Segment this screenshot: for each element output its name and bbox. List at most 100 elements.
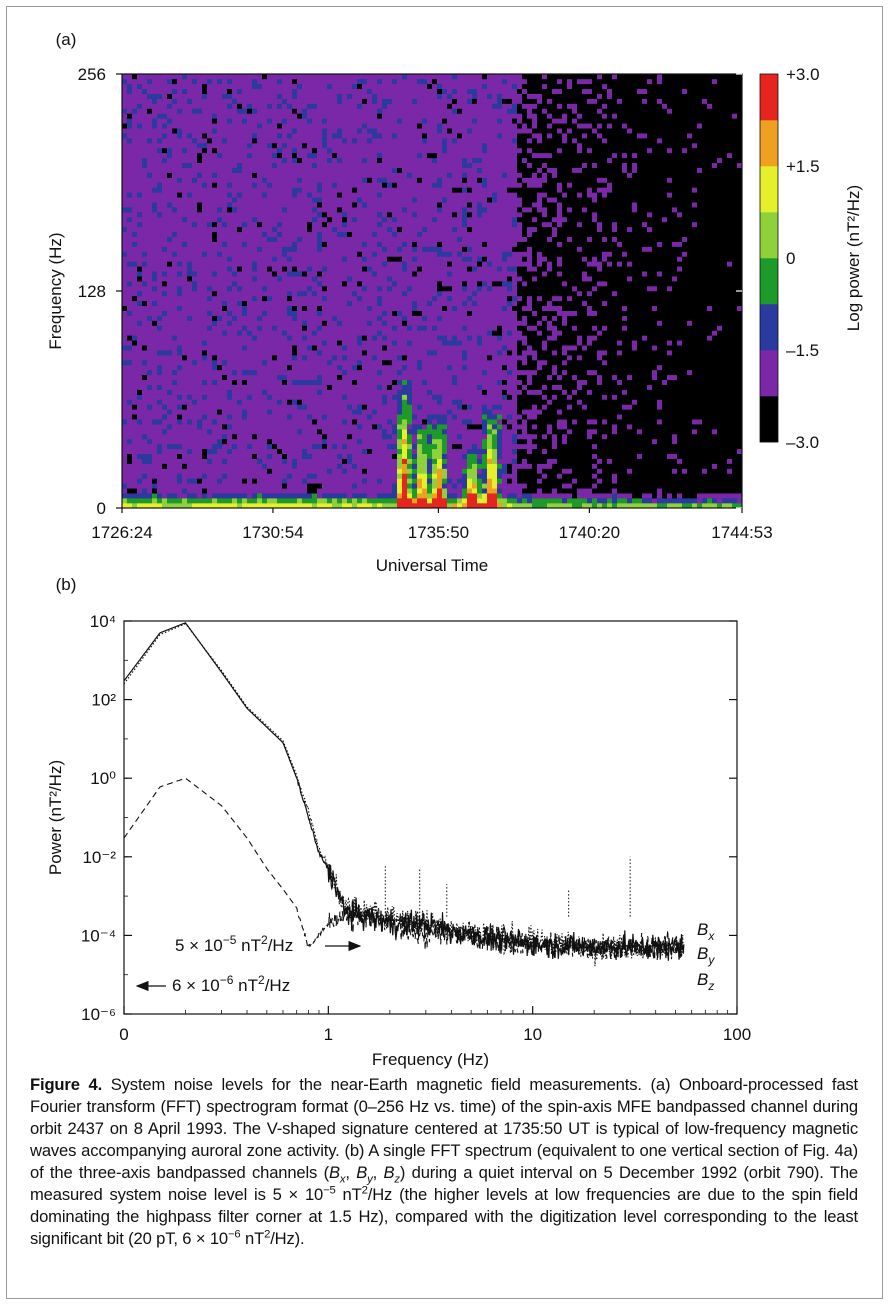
spectrogram-cell [167,241,173,247]
spectrogram-cell [237,93,243,99]
spectrogram-cell [127,172,133,178]
spectrogram-cell [322,246,328,252]
spectrogram-cell [247,458,253,464]
spectrogram-cell [387,123,393,129]
spectrogram-cell [272,409,278,415]
spectrogram-cell [262,103,268,109]
spectrogram-cell [222,88,228,94]
spectrogram-cell [292,404,298,410]
spectrogram-cell [352,384,358,390]
spectrogram-cell [292,147,298,154]
spectrogram-cell [357,221,363,228]
spectrogram-cell [342,468,348,474]
spectrogram-cell [232,202,238,208]
spectrogram-cell [387,231,393,237]
spectrogram-cell [202,300,208,307]
spectrogram-cell [352,503,358,509]
spectrogram-cell [367,276,373,282]
spectrogram-cell [327,394,333,400]
spectrogram-cell [382,429,388,435]
spectrogram-cell [177,152,183,159]
spectrogram-cell [127,340,133,346]
spectrogram-cell [287,350,293,356]
spectrogram-cell [337,360,343,366]
spectrogram-cell [382,138,388,144]
spectrogram-cell [232,355,238,361]
spectrogram-cell [247,231,253,237]
spectrogram-cell [162,187,168,193]
spectrogram-cell [237,108,243,114]
spectrogram-cell [327,424,333,430]
spectrogram-cell [377,345,383,351]
spectrogram-cell [177,443,183,450]
spectrogram-cell [332,404,338,410]
spectrogram-cell [307,123,313,129]
spectrogram-cell [292,271,298,277]
spectrogram-cell [367,78,373,85]
spectrogram-cell [147,147,153,154]
spectrogram-cell [227,335,233,341]
spectrogram-cell [307,488,313,494]
spectrogram-cell [182,335,188,341]
spectrogram-cell [232,113,238,119]
spectrogram-cell [127,128,133,134]
spectrogram-cell [357,172,363,178]
spectrogram-cell [227,438,233,445]
spectrogram-cell [297,177,303,183]
spectrogram-cell [367,172,373,178]
spectrogram-cell [207,236,213,242]
spectrogram-cell [382,172,388,178]
spectrogram-cell [157,394,163,400]
spectrogram-cell [237,128,243,134]
spectrogram-cell [297,355,303,361]
spectrogram-cell [367,246,373,252]
spectrogram-cell [152,143,158,149]
spectrogram-cell [247,202,253,208]
spectrogram-cell [292,291,298,297]
spectrogram-cell [317,453,323,459]
spectrogram-cell [242,147,248,154]
spectrogram-cell [387,172,393,178]
spectrogram-cell [237,226,243,233]
spectrogram-cell [287,360,293,366]
spectrogram-cell [352,152,358,159]
spectrogram-cell [137,256,143,262]
spectrogram-cell [177,429,183,435]
spectrogram-cell [157,202,163,208]
spectrogram-cell [197,98,203,104]
spectrogram-cell [162,429,168,435]
spectrogram-cell [127,364,133,371]
spectrogram-cell [387,488,393,494]
spectrogram-cell [392,335,398,341]
spectrogram-cell [232,399,238,405]
spectrogram-cell [357,374,363,381]
spectrogram-cell [247,133,253,139]
spectrogram-cell [127,177,133,183]
spectrogram-cell [397,83,403,90]
spectrogram-cell [362,429,368,435]
spectrogram-cell [237,335,243,341]
spectrogram-cell [342,310,348,316]
spectrogram-cell [157,503,163,509]
spectrogram-cell [392,197,398,203]
spectrogram-cell [242,300,248,307]
spectrogram-cell [212,503,218,509]
spectrogram-cell [352,350,358,356]
spectrogram-cell [147,256,153,262]
spectrogram-cell [362,281,368,287]
spectrogram-cell [207,374,213,381]
spectrogram-cell [362,88,368,94]
spectrogram-cell [292,261,298,267]
spectrogram-cell [312,217,318,223]
spectrogram-cell [357,330,363,336]
spectrogram-cell [402,340,408,346]
spectrogram-cell [202,340,208,346]
spectrogram-cell [402,379,408,385]
spectrogram-cell [392,128,398,134]
spectrogram-cell [287,286,293,292]
spectrogram-cell [237,310,243,316]
spectrogram-cell [277,295,283,302]
spectrogram-cell [352,340,358,346]
spectrogram-cell [177,399,183,405]
spectrogram-cell [222,399,228,405]
